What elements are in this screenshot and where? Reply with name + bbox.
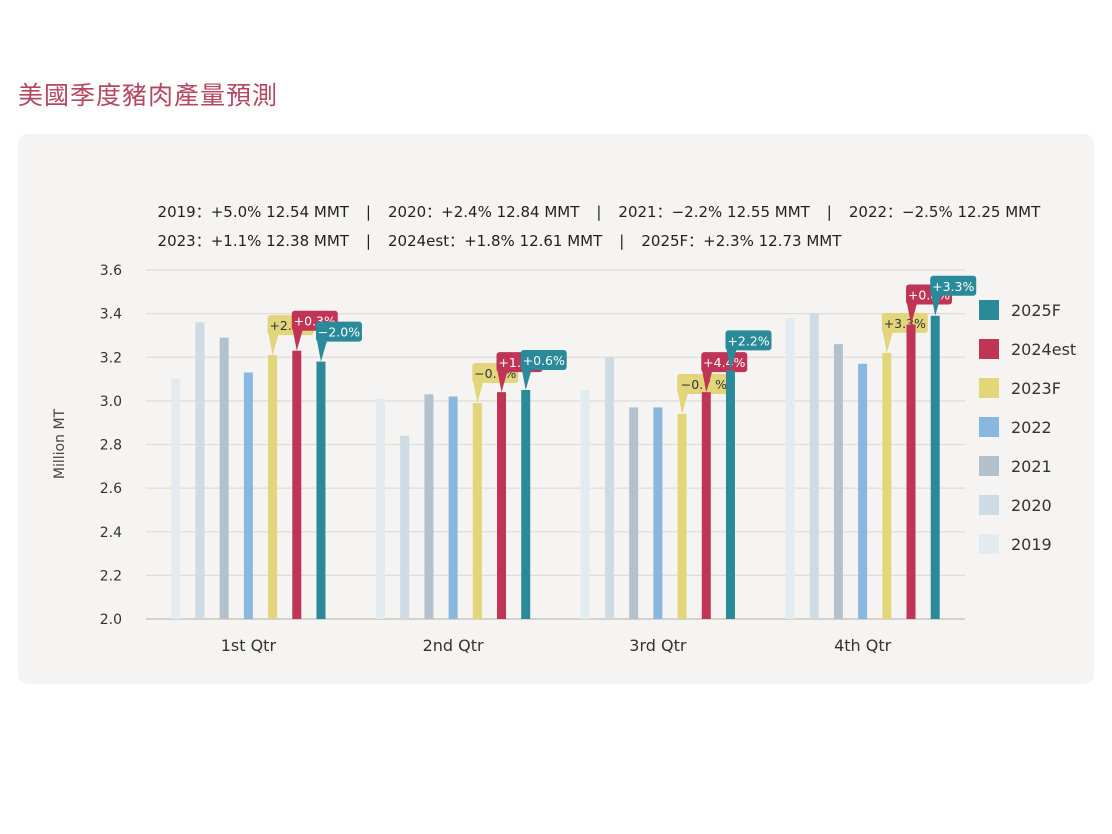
summary-item: 2024est：+1.8% 12.61 MMT bbox=[387, 232, 603, 250]
summary-item: 2025F：+2.3% 12.73 MMT bbox=[641, 232, 842, 250]
summary-item: 2022：−2.5% 12.25 MMT bbox=[848, 203, 1041, 221]
summary-separator: | bbox=[596, 203, 602, 221]
summary-separator: | bbox=[365, 232, 371, 250]
summary-row-2: 2023：+1.1% 12.38 MMT | 2024est：+1.8% 12.61… bbox=[148, 212, 842, 251]
summary-item: 2021：−2.2% 12.55 MMT bbox=[618, 203, 810, 221]
summary-separator: | bbox=[826, 203, 832, 221]
summary-item: 2023：+1.1% 12.38 MMT bbox=[157, 232, 349, 250]
summary-row-1: 2019：+5.0% 12.54 MMT | 2020：+2.4% 12.84 MM… bbox=[148, 183, 1041, 222]
summary-item: 2020：+2.4% 12.84 MMT bbox=[387, 203, 580, 221]
summary-separator: | bbox=[365, 203, 371, 221]
summary-item: 2019：+5.0% 12.54 MMT bbox=[157, 203, 349, 221]
summary-separator: | bbox=[619, 232, 625, 250]
page-title: 美國季度豬肉產量預測 bbox=[18, 81, 279, 110]
